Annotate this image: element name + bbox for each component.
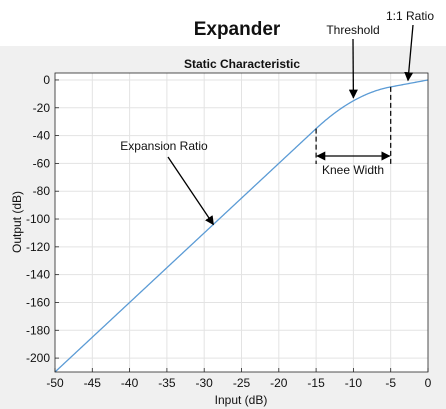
- x-tick-label: -40: [121, 376, 139, 390]
- series-group: [54, 79, 429, 373]
- y-tick-label: -60: [33, 156, 51, 170]
- y-tick-label: -100: [26, 212, 50, 226]
- expansion-ratio-annotation: Expansion Ratio: [120, 139, 208, 153]
- unity-ratio-arrow: [404, 24, 414, 82]
- figure-title: Expander: [194, 19, 281, 40]
- knee-width-annotation: Knee Width: [322, 163, 384, 177]
- x-tick-label: -15: [307, 376, 325, 390]
- annotation-layer: Expansion Ratio Knee Width: [120, 24, 414, 226]
- y-tick-label: -20: [33, 101, 51, 115]
- y-tick-label: -180: [26, 323, 50, 337]
- expansion-ratio-arrow: [167, 156, 214, 226]
- unity-ratio-annotation: 1:1 Ratio: [386, 9, 434, 23]
- x-axis: -50 -45 -40 -35 -30 -25 -20 -15 -10 -5 0: [46, 368, 432, 390]
- y-tick-label: -120: [26, 240, 50, 254]
- y-tick-label: -40: [33, 129, 51, 143]
- threshold-annotation: Threshold: [326, 23, 379, 37]
- y-tick-label: -80: [33, 184, 51, 198]
- y-tick-label: -140: [26, 268, 50, 282]
- x-tick-label: -50: [46, 376, 64, 390]
- grid-lines: [54, 73, 429, 372]
- y-tick-label: 0: [43, 73, 50, 87]
- x-tick-label: 0: [425, 376, 432, 390]
- y-axis-label: Output (dB): [10, 191, 24, 253]
- y-tick-label: -200: [26, 351, 50, 365]
- x-tick-label: -25: [233, 376, 251, 390]
- x-tick-label: -5: [385, 376, 396, 390]
- y-axis: 0 -20 -40 -60 -80 -100 -120 -140 -160 -180 -200: [26, 73, 59, 365]
- y-tick-label: -160: [26, 295, 50, 309]
- chart-title: Static Characteristic: [184, 57, 300, 71]
- x-tick-label: -35: [158, 376, 176, 390]
- x-tick-label: -10: [345, 376, 363, 390]
- x-tick-label: -20: [270, 376, 288, 390]
- x-tick-label: -45: [84, 376, 102, 390]
- series-line: [54, 79, 429, 373]
- x-axis-label: Input (dB): [215, 393, 268, 407]
- x-tick-label: -30: [196, 376, 214, 390]
